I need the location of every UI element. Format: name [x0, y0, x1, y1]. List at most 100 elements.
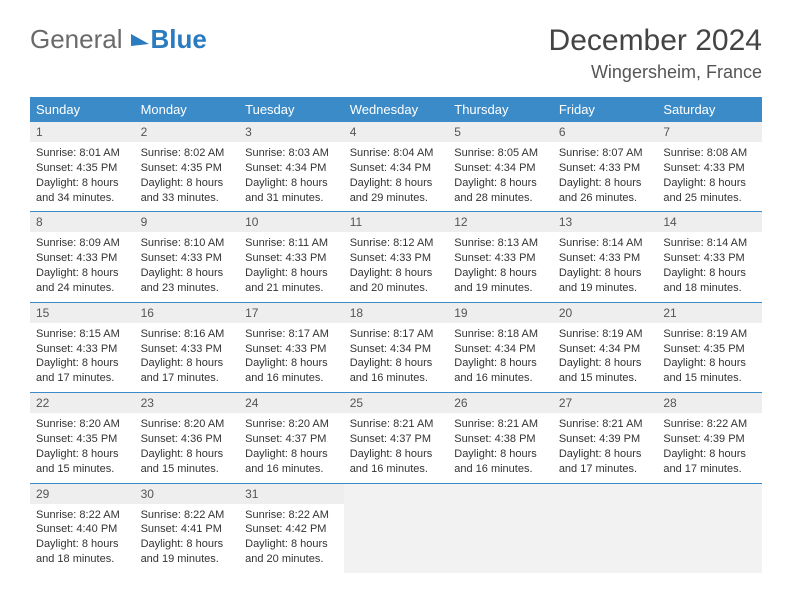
daylight-text: Daylight: 8 hours and 15 minutes.	[141, 447, 234, 477]
day-details: Sunrise: 8:21 AMSunset: 4:37 PMDaylight:…	[344, 413, 449, 482]
sunrise-text: Sunrise: 8:20 AM	[245, 417, 338, 432]
day-details: Sunrise: 8:03 AMSunset: 4:34 PMDaylight:…	[239, 142, 344, 211]
sunrise-text: Sunrise: 8:01 AM	[36, 146, 129, 161]
calendar-cell: 5Sunrise: 8:05 AMSunset: 4:34 PMDaylight…	[448, 122, 553, 212]
calendar-cell: 1Sunrise: 8:01 AMSunset: 4:35 PMDaylight…	[30, 122, 135, 212]
day-details: Sunrise: 8:17 AMSunset: 4:33 PMDaylight:…	[239, 323, 344, 392]
sunrise-text: Sunrise: 8:22 AM	[141, 508, 234, 523]
calendar-cell: 29Sunrise: 8:22 AMSunset: 4:40 PMDayligh…	[30, 483, 135, 573]
sunrise-text: Sunrise: 8:12 AM	[350, 236, 443, 251]
daylight-text: Daylight: 8 hours and 17 minutes.	[559, 447, 652, 477]
day-details: Sunrise: 8:21 AMSunset: 4:38 PMDaylight:…	[448, 413, 553, 482]
daylight-text: Daylight: 8 hours and 17 minutes.	[141, 356, 234, 386]
calendar-cell: 8Sunrise: 8:09 AMSunset: 4:33 PMDaylight…	[30, 212, 135, 302]
daylight-text: Daylight: 8 hours and 33 minutes.	[141, 176, 234, 206]
calendar-cell: 18Sunrise: 8:17 AMSunset: 4:34 PMDayligh…	[344, 302, 449, 392]
calendar-week-row: 29Sunrise: 8:22 AMSunset: 4:40 PMDayligh…	[30, 483, 762, 573]
daylight-text: Daylight: 8 hours and 15 minutes.	[36, 447, 129, 477]
day-details: Sunrise: 8:15 AMSunset: 4:33 PMDaylight:…	[30, 323, 135, 392]
day-number: 16	[135, 303, 240, 323]
calendar-cell: 23Sunrise: 8:20 AMSunset: 4:36 PMDayligh…	[135, 393, 240, 483]
weekday-header: Thursday	[448, 97, 553, 122]
day-number: 3	[239, 122, 344, 142]
sunset-text: Sunset: 4:39 PM	[559, 432, 652, 447]
calendar-cell: 17Sunrise: 8:17 AMSunset: 4:33 PMDayligh…	[239, 302, 344, 392]
sunset-text: Sunset: 4:33 PM	[245, 342, 338, 357]
calendar-week-row: 8Sunrise: 8:09 AMSunset: 4:33 PMDaylight…	[30, 212, 762, 302]
calendar-cell: 21Sunrise: 8:19 AMSunset: 4:35 PMDayligh…	[657, 302, 762, 392]
day-number: 6	[553, 122, 658, 142]
day-number: 15	[30, 303, 135, 323]
brand-part2: Blue	[151, 24, 207, 55]
sunset-text: Sunset: 4:35 PM	[36, 161, 129, 176]
calendar-cell: 11Sunrise: 8:12 AMSunset: 4:33 PMDayligh…	[344, 212, 449, 302]
daylight-text: Daylight: 8 hours and 21 minutes.	[245, 266, 338, 296]
day-details: Sunrise: 8:07 AMSunset: 4:33 PMDaylight:…	[553, 142, 658, 211]
sunrise-text: Sunrise: 8:22 AM	[663, 417, 756, 432]
day-number: 11	[344, 212, 449, 232]
day-number: 25	[344, 393, 449, 413]
calendar-cell: 20Sunrise: 8:19 AMSunset: 4:34 PMDayligh…	[553, 302, 658, 392]
day-details: Sunrise: 8:22 AMSunset: 4:41 PMDaylight:…	[135, 504, 240, 573]
day-details: Sunrise: 8:19 AMSunset: 4:34 PMDaylight:…	[553, 323, 658, 392]
title-block: December 2024 Wingersheim, France	[549, 24, 762, 83]
calendar-cell: 30Sunrise: 8:22 AMSunset: 4:41 PMDayligh…	[135, 483, 240, 573]
calendar-body: 1Sunrise: 8:01 AMSunset: 4:35 PMDaylight…	[30, 122, 762, 573]
daylight-text: Daylight: 8 hours and 26 minutes.	[559, 176, 652, 206]
day-details: Sunrise: 8:02 AMSunset: 4:35 PMDaylight:…	[135, 142, 240, 211]
sunrise-text: Sunrise: 8:20 AM	[141, 417, 234, 432]
sunrise-text: Sunrise: 8:20 AM	[36, 417, 129, 432]
calendar-head: SundayMondayTuesdayWednesdayThursdayFrid…	[30, 97, 762, 122]
day-details: Sunrise: 8:19 AMSunset: 4:35 PMDaylight:…	[657, 323, 762, 392]
day-number: 10	[239, 212, 344, 232]
calendar-cell: 19Sunrise: 8:18 AMSunset: 4:34 PMDayligh…	[448, 302, 553, 392]
calendar-cell: 2Sunrise: 8:02 AMSunset: 4:35 PMDaylight…	[135, 122, 240, 212]
daylight-text: Daylight: 8 hours and 19 minutes.	[454, 266, 547, 296]
day-details: Sunrise: 8:10 AMSunset: 4:33 PMDaylight:…	[135, 232, 240, 301]
calendar-week-row: 1Sunrise: 8:01 AMSunset: 4:35 PMDaylight…	[30, 122, 762, 212]
day-number: 21	[657, 303, 762, 323]
sunset-text: Sunset: 4:39 PM	[663, 432, 756, 447]
sunrise-text: Sunrise: 8:19 AM	[663, 327, 756, 342]
weekday-header: Friday	[553, 97, 658, 122]
calendar-week-row: 15Sunrise: 8:15 AMSunset: 4:33 PMDayligh…	[30, 302, 762, 392]
calendar-cell: 25Sunrise: 8:21 AMSunset: 4:37 PMDayligh…	[344, 393, 449, 483]
sunrise-text: Sunrise: 8:04 AM	[350, 146, 443, 161]
month-title: December 2024	[549, 24, 762, 58]
day-number: 7	[657, 122, 762, 142]
calendar-cell: 3Sunrise: 8:03 AMSunset: 4:34 PMDaylight…	[239, 122, 344, 212]
day-number: 8	[30, 212, 135, 232]
daylight-text: Daylight: 8 hours and 16 minutes.	[454, 447, 547, 477]
day-number: 24	[239, 393, 344, 413]
day-details: Sunrise: 8:14 AMSunset: 4:33 PMDaylight:…	[657, 232, 762, 301]
weekday-header: Wednesday	[344, 97, 449, 122]
sunset-text: Sunset: 4:33 PM	[36, 251, 129, 266]
sunrise-text: Sunrise: 8:21 AM	[454, 417, 547, 432]
sunrise-text: Sunrise: 8:17 AM	[350, 327, 443, 342]
sunrise-text: Sunrise: 8:14 AM	[663, 236, 756, 251]
day-number: 29	[30, 484, 135, 504]
daylight-text: Daylight: 8 hours and 16 minutes.	[350, 447, 443, 477]
sunset-text: Sunset: 4:35 PM	[663, 342, 756, 357]
calendar-cell: 9Sunrise: 8:10 AMSunset: 4:33 PMDaylight…	[135, 212, 240, 302]
day-number: 19	[448, 303, 553, 323]
day-details: Sunrise: 8:22 AMSunset: 4:42 PMDaylight:…	[239, 504, 344, 573]
day-details: Sunrise: 8:20 AMSunset: 4:35 PMDaylight:…	[30, 413, 135, 482]
day-number: 12	[448, 212, 553, 232]
day-details: Sunrise: 8:12 AMSunset: 4:33 PMDaylight:…	[344, 232, 449, 301]
daylight-text: Daylight: 8 hours and 20 minutes.	[350, 266, 443, 296]
sunrise-text: Sunrise: 8:21 AM	[350, 417, 443, 432]
sunset-text: Sunset: 4:33 PM	[36, 342, 129, 357]
header: General Blue December 2024 Wingersheim, …	[30, 24, 762, 83]
day-number: 2	[135, 122, 240, 142]
sunrise-text: Sunrise: 8:03 AM	[245, 146, 338, 161]
daylight-text: Daylight: 8 hours and 17 minutes.	[36, 356, 129, 386]
sunset-text: Sunset: 4:38 PM	[454, 432, 547, 447]
sunset-text: Sunset: 4:35 PM	[36, 432, 129, 447]
calendar-cell: 4Sunrise: 8:04 AMSunset: 4:34 PMDaylight…	[344, 122, 449, 212]
daylight-text: Daylight: 8 hours and 16 minutes.	[245, 356, 338, 386]
sunrise-text: Sunrise: 8:02 AM	[141, 146, 234, 161]
sunset-text: Sunset: 4:33 PM	[663, 161, 756, 176]
day-number: 5	[448, 122, 553, 142]
day-number: 14	[657, 212, 762, 232]
